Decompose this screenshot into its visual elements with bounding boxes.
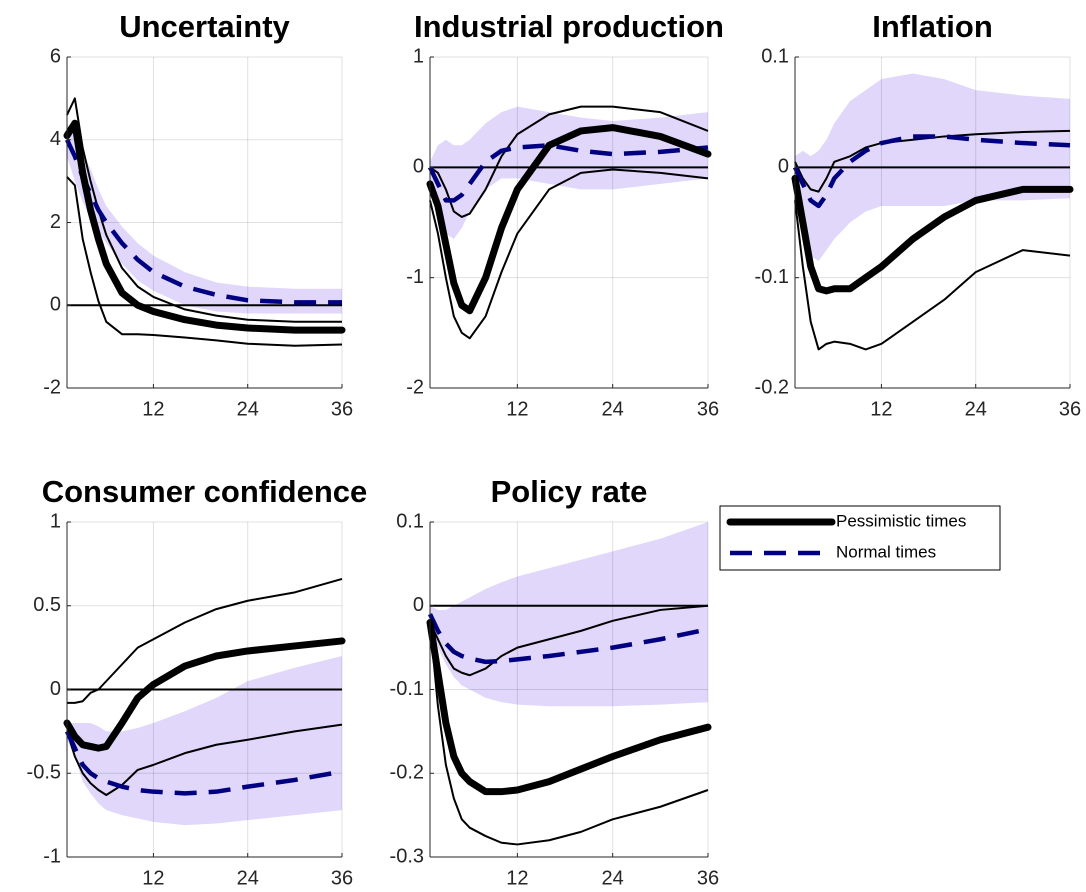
y-tick-label: 0 <box>413 594 424 616</box>
x-tick-label: 36 <box>331 867 353 889</box>
bound-line <box>429 622 709 846</box>
y-tick-label: -2 <box>406 376 424 398</box>
y-tick-label: 1 <box>50 510 61 532</box>
normal-line <box>427 613 709 665</box>
x-tick-label: 24 <box>237 867 259 889</box>
x-tick-label: 24 <box>602 398 624 420</box>
pessimistic-line <box>426 619 712 796</box>
y-tick-label: 0.1 <box>761 45 789 67</box>
panel-title: Consumer confidence <box>42 474 368 509</box>
panel-title: Uncertainty <box>119 9 290 44</box>
y-tick-label: 4 <box>50 128 61 150</box>
legend-label: Normal times <box>836 542 936 561</box>
bound-line <box>794 129 1071 193</box>
bound-line <box>66 97 342 323</box>
confidence-band <box>67 656 342 826</box>
y-tick-label: -1 <box>406 266 424 288</box>
y-tick-label: 0 <box>413 156 424 178</box>
x-tick-label: 36 <box>331 398 353 420</box>
panel-title: Industrial production <box>414 9 724 44</box>
y-tick-label: 0 <box>50 678 61 700</box>
normal-line <box>792 134 1071 209</box>
x-tick-label: 12 <box>142 867 164 889</box>
y-tick-label: -0.3 <box>390 845 424 867</box>
x-tick-label: 12 <box>506 398 528 420</box>
x-tick-label: 36 <box>697 867 719 889</box>
y-tick-label: -0.5 <box>27 762 61 784</box>
y-tick-label: 6 <box>50 45 61 67</box>
y-tick-label: 0 <box>50 294 61 316</box>
x-tick-label: 24 <box>237 398 259 420</box>
x-tick-label: 36 <box>697 398 719 420</box>
y-tick-label: -1 <box>43 845 61 867</box>
legend-box <box>719 505 1001 571</box>
y-tick-label: 0.1 <box>396 510 424 532</box>
pessimistic-line <box>63 637 346 752</box>
y-tick-label: -2 <box>43 376 61 398</box>
legend-label: Pessimistic times <box>836 511 966 530</box>
y-tick-label: 0.5 <box>33 594 61 616</box>
panel-title: Inflation <box>872 9 993 44</box>
bound-line <box>67 577 343 704</box>
pessimistic-line <box>426 124 712 315</box>
y-tick-label: 2 <box>50 211 61 233</box>
x-tick-label: 24 <box>965 398 987 420</box>
bound-line <box>429 105 709 218</box>
pessimistic-line <box>63 119 346 334</box>
bound-line <box>66 723 343 797</box>
y-tick-label: -0.1 <box>390 678 424 700</box>
pessimistic-line <box>791 174 1074 295</box>
y-tick-label: 1 <box>413 45 424 67</box>
confidence-band <box>430 522 708 707</box>
x-tick-label: 36 <box>1059 398 1081 420</box>
x-tick-label: 12 <box>142 398 164 420</box>
y-tick-label: -0.1 <box>755 266 789 288</box>
confidence-band <box>430 106 708 240</box>
bound-line <box>794 200 1071 351</box>
x-tick-label: 24 <box>602 867 624 889</box>
y-tick-label: -0.2 <box>755 376 789 398</box>
y-tick-label: 0 <box>778 156 789 178</box>
confidence-band <box>67 123 342 314</box>
normal-line <box>64 730 343 796</box>
panel-title: Policy rate <box>491 474 648 509</box>
y-tick-label: -0.2 <box>390 762 424 784</box>
x-tick-label: 12 <box>506 867 528 889</box>
normal-line <box>427 143 709 203</box>
bound-line <box>66 176 343 347</box>
bound-line <box>429 168 709 340</box>
x-tick-label: 12 <box>870 398 892 420</box>
